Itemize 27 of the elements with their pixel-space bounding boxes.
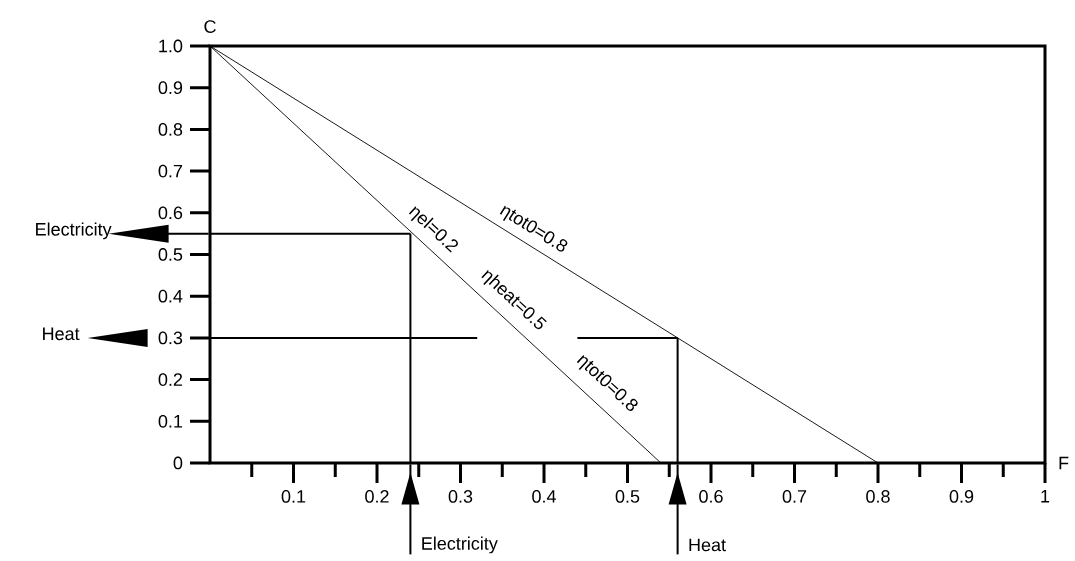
x-tick-label: 0.5 — [615, 490, 640, 503]
y-tick-label: 1.0 — [159, 39, 183, 53]
y-tick-label: 0.6 — [158, 206, 183, 220]
text: Electricity — [36, 222, 112, 240]
y-tick-label: 0.2 — [158, 373, 183, 386]
y-tick-label: 0.9 — [158, 81, 183, 95]
x-tick-label: 1 — [1041, 490, 1050, 503]
x-tick-label: 0.1 — [281, 490, 306, 503]
y-tick-label: 0 — [173, 456, 183, 470]
x-tick-label: 0.2 — [365, 490, 389, 503]
x-tick-label: 0.9 — [949, 490, 974, 503]
x-axis-title: F — [1059, 456, 1069, 470]
y-tick-label: 0.4 — [158, 289, 183, 303]
x-tick-label: 0.7 — [782, 490, 807, 503]
y-tick-label: 0.3 — [158, 331, 183, 345]
text: Heat — [43, 327, 80, 341]
x-tick-label: 0.3 — [448, 490, 473, 503]
x-tick-label: 0.8 — [866, 490, 890, 503]
y-axis-title: C — [204, 20, 216, 33]
y-tick-label: 0.8 — [158, 123, 183, 136]
x-tick-label: 0.4 — [532, 490, 556, 503]
y-tick-label: 0.1 — [158, 414, 183, 428]
text: Electricity — [422, 536, 498, 554]
x-tick-label: 0.6 — [699, 490, 723, 503]
y-tick-label: 0.5 — [158, 248, 183, 261]
text: Heat — [689, 538, 726, 552]
y-tick-label: 0.7 — [158, 164, 183, 178]
